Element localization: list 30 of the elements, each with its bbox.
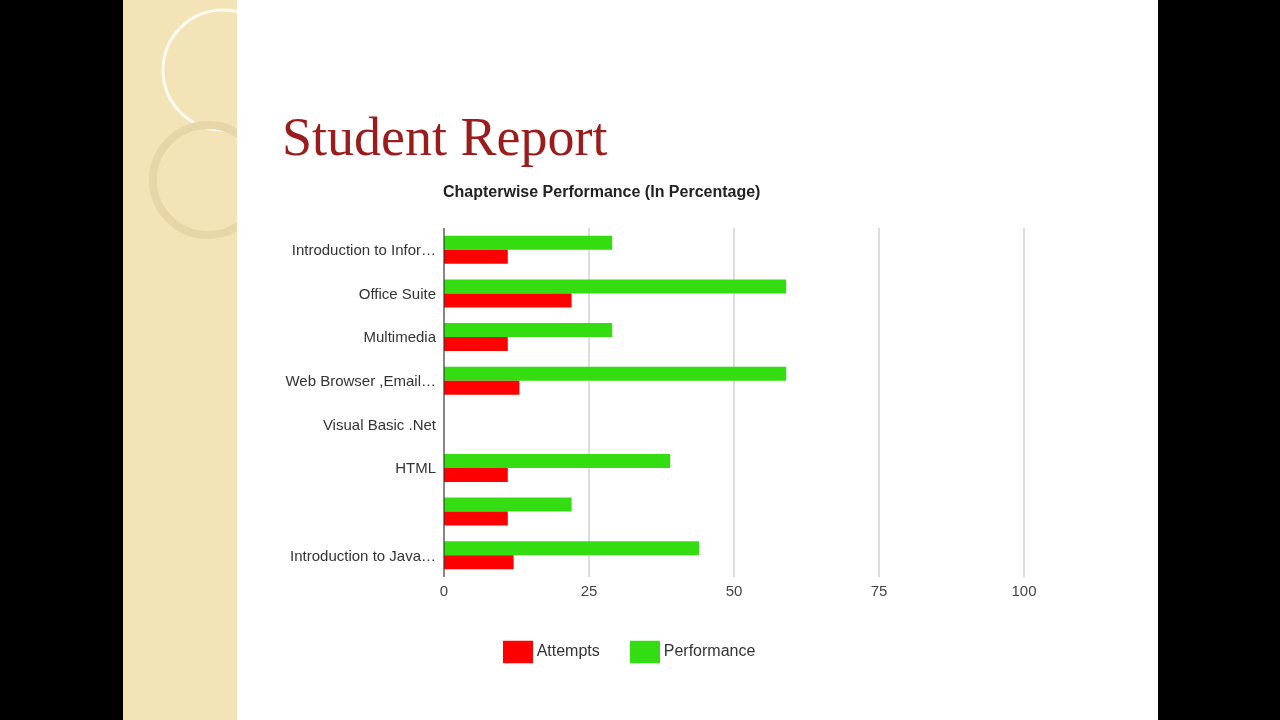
- bar: [444, 323, 613, 338]
- bar: [444, 497, 572, 512]
- bar: [444, 555, 514, 570]
- bar: [444, 249, 508, 264]
- bar: [444, 467, 508, 482]
- y-tick-label: Web Browser ,Email…: [285, 372, 436, 390]
- x-tick-label: 75: [870, 581, 888, 599]
- y-tick-label: Office Suite: [358, 284, 436, 302]
- x-tick-label: 100: [1011, 581, 1037, 599]
- bar: [444, 293, 572, 308]
- y-tick-label: Introduction to Java…: [290, 546, 436, 564]
- legend-label: Performance: [663, 642, 756, 660]
- chart-subtitle: Chapterwise Performance (In Percentage): [443, 183, 761, 201]
- bar: [444, 511, 508, 526]
- y-tick-label: Introduction to Infor…: [291, 241, 436, 259]
- bar: [444, 380, 520, 395]
- y-tick-label: Multimedia: [363, 328, 437, 346]
- y-tick-label: Visual Basic .Net: [322, 415, 437, 433]
- y-tick-label: HTML: [395, 459, 436, 477]
- bar: [444, 366, 787, 381]
- x-tick-label: 50: [725, 581, 743, 599]
- chart-title: Student Report: [282, 106, 608, 168]
- x-tick-label: 25: [580, 581, 598, 599]
- bar: [444, 541, 700, 556]
- bar: [444, 235, 613, 250]
- bar: [444, 337, 508, 352]
- bar: [444, 453, 671, 468]
- bar: [444, 279, 787, 294]
- x-tick-label: 0: [439, 581, 449, 599]
- legend-label: Attempts: [536, 642, 600, 660]
